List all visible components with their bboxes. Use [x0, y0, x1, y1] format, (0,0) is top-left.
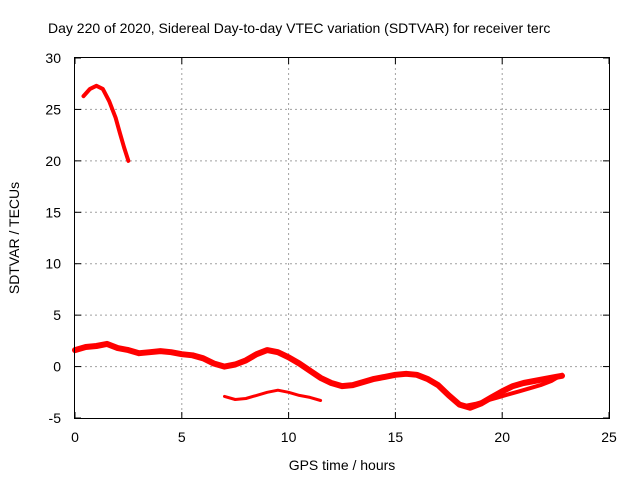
y-tick-label: 0	[53, 359, 61, 375]
x-tick-label: 0	[71, 429, 79, 445]
grid-layer	[75, 58, 609, 418]
series-track-c	[223, 388, 323, 402]
plot-frame	[74, 57, 610, 419]
y-tick-label: 25	[45, 101, 61, 117]
series-track-d	[463, 372, 564, 408]
tick-layer: 0 5 10 15 20 25 -5 0 5 10 15 20 25 30	[45, 50, 617, 445]
x-tick-label: 20	[494, 429, 510, 445]
y-tick-label: 20	[45, 153, 61, 169]
x-axis-title: GPS time / hours	[289, 457, 396, 473]
y-tick-label: 10	[45, 256, 61, 272]
x-tick-label: 10	[281, 429, 297, 445]
y-tick-label: 5	[53, 307, 61, 323]
y-tick-label: 15	[45, 204, 61, 220]
y-tick-label: 30	[45, 50, 61, 66]
x-tick-label: 25	[601, 429, 617, 445]
chart-title: Day 220 of 2020, Sidereal Day-to-day VTE…	[48, 20, 550, 36]
y-axis-title: SDTVAR / TECUs	[6, 182, 22, 294]
x-tick-label: 15	[388, 429, 404, 445]
y-tick-label: -5	[49, 410, 62, 426]
series-track-a	[81, 83, 131, 163]
x-tick-label: 5	[178, 429, 186, 445]
series-layer	[72, 83, 565, 411]
